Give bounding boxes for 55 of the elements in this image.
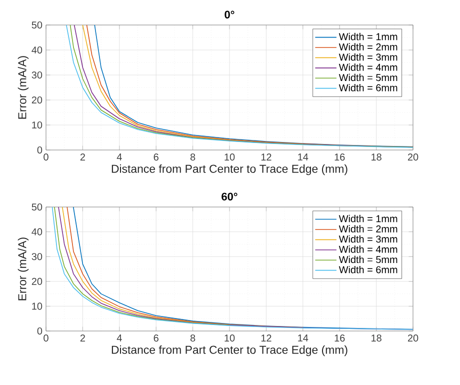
legend-label: Width = 4mm (338, 64, 398, 71)
legend-label: Width = 6mm (338, 266, 398, 274)
line-series (54, 207, 230, 326)
chart-title: 60° (222, 192, 238, 200)
chart-title: 0° (224, 10, 234, 18)
x-tick-label: 14 (298, 154, 308, 160)
legend-label: Width = 6mm (338, 84, 398, 92)
x-tick-label: 18 (372, 154, 382, 161)
y-tick-label: 20 (32, 96, 42, 104)
x-tick-label: 20 (408, 154, 418, 161)
legend-label: Width = 3mm (338, 235, 398, 243)
y-tick-label: 0 (37, 327, 42, 335)
legend-label: Width = 5mm (338, 256, 398, 264)
x-tick-label: 2 (80, 154, 85, 160)
line-series (66, 207, 304, 328)
y-tick-label: 10 (32, 302, 42, 310)
y-tick-label: 20 (32, 278, 42, 285)
y-tick-label: 10 (32, 121, 42, 129)
x-tick-label: 18 (372, 334, 382, 342)
y-tick-label: 40 (32, 46, 42, 54)
y-axis-title: Error (mA/A) (18, 56, 29, 119)
y-tick-label: 50 (32, 203, 42, 211)
legend-label: Width = 2mm (338, 225, 398, 232)
x-tick-label: 2 (80, 334, 85, 342)
x-tick-label: 20 (408, 334, 418, 342)
x-tick-label: 16 (334, 154, 345, 161)
y-tick-label: 50 (32, 21, 42, 29)
y-tick-label: 30 (32, 71, 42, 79)
x-axis-title: Distance from Part Center to Trace Edge (mm) (112, 164, 348, 176)
x-tick-label: 10 (224, 154, 235, 161)
legend-label: Width = 1mm (338, 214, 398, 222)
line-series (82, 25, 304, 144)
legend-label: Width = 4mm (338, 246, 398, 253)
y-axis-title: Error (mA/A) (18, 238, 29, 300)
x-tick-label: 12 (261, 334, 272, 342)
y-tick-label: 40 (32, 228, 42, 236)
y-tick-label: 0 (37, 146, 42, 154)
legend-label: Width = 1mm (338, 32, 398, 40)
x-tick-label: 12 (261, 154, 272, 160)
legend-label: Width = 3mm (338, 53, 398, 61)
x-tick-label: 6 (154, 334, 158, 342)
x-tick-label: 0 (44, 154, 48, 161)
x-tick-label: 8 (190, 334, 196, 342)
x-tick-label: 4 (116, 334, 122, 342)
x-axis-title: Distance from Part Center to Trace Edge (mm) (112, 345, 348, 356)
legend-label: Width = 5mm (338, 74, 398, 82)
x-tick-label: 6 (154, 154, 158, 161)
x-tick-label: 10 (224, 334, 235, 342)
x-tick-label: 0 (44, 334, 48, 342)
y-tick-label: 30 (32, 253, 42, 260)
x-tick-label: 14 (298, 334, 308, 342)
x-tick-label: 16 (334, 334, 345, 342)
x-tick-label: 8 (190, 154, 196, 161)
legend-label: Width = 2mm (338, 43, 398, 50)
x-tick-label: 4 (116, 154, 122, 160)
